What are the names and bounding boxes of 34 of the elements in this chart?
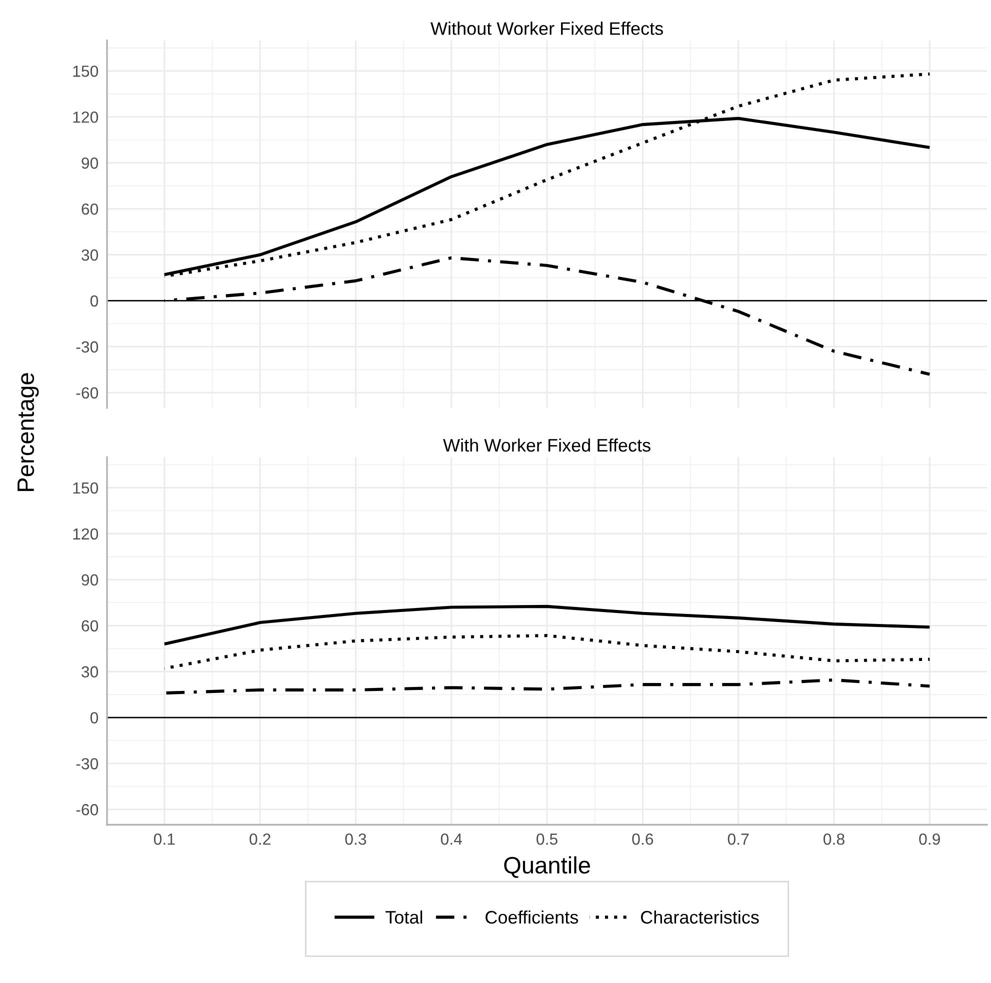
- chart-title: With Worker Fixed Effects: [443, 438, 650, 452]
- y-axis-title: Percentage: [18, 373, 39, 491]
- legend-label: Total: [386, 910, 422, 924]
- y-tick-label: 60: [82, 203, 98, 215]
- y-tick-label: -60: [76, 387, 98, 399]
- y-tick-label: 150: [73, 66, 98, 77]
- y-tick-label: 0: [90, 712, 98, 724]
- x-tick-label: 0.9: [919, 833, 940, 845]
- y-tick-label: 120: [73, 112, 98, 123]
- x-tick-label: 0.5: [536, 833, 558, 845]
- y-tick-label: 150: [73, 482, 98, 494]
- x-tick-label: 0.8: [824, 833, 844, 845]
- x-axis-title: Quantile: [504, 856, 590, 878]
- y-tick-label: 90: [82, 157, 98, 169]
- legend-label: Characteristics: [640, 910, 759, 924]
- legend-label: Coefficients: [486, 910, 578, 924]
- line-series: [162, 604, 932, 646]
- y-tick-label: 120: [73, 528, 98, 540]
- x-tick-label: 0.1: [154, 833, 175, 845]
- y-tick-label: 60: [82, 620, 98, 632]
- y-tick-label: -30: [76, 758, 98, 770]
- y-tick-label: -60: [76, 804, 98, 816]
- y-tick-label: 0: [90, 295, 98, 307]
- y-tick-label: 90: [82, 574, 98, 586]
- y-tick-label: -30: [76, 341, 98, 353]
- x-tick-label: 0.4: [440, 833, 462, 845]
- line-series: [162, 634, 932, 670]
- x-tick-label: 0.7: [728, 833, 749, 845]
- x-tick-label: 0.6: [632, 833, 654, 845]
- x-tick-label: 0.2: [250, 833, 270, 845]
- y-tick-label: 30: [82, 666, 98, 678]
- x-tick-label: 0.3: [345, 833, 366, 845]
- y-tick-label: 30: [82, 249, 98, 261]
- chart-title: Without Worker Fixed Effects: [430, 22, 663, 35]
